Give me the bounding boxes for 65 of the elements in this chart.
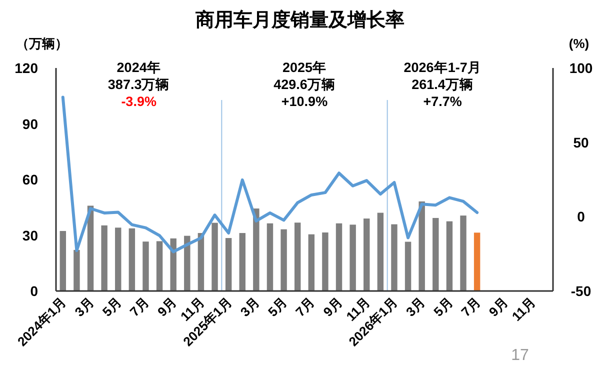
bar [128, 228, 136, 291]
bar [336, 223, 342, 291]
annotation: -3.9% [121, 94, 156, 109]
annotation: 2026年1-7月 [404, 60, 482, 75]
bar [308, 234, 315, 291]
bar [239, 233, 246, 291]
bar [364, 218, 370, 291]
bar [322, 232, 328, 291]
bar [253, 208, 260, 291]
chart-title: 商用车月度销量及增长率 [194, 9, 404, 31]
x-tick-label: 11月 [508, 294, 538, 324]
annotation: 2024年 [116, 60, 161, 75]
bar [404, 242, 412, 291]
annotation: 261.4万辆 [412, 77, 474, 92]
bar [115, 228, 122, 291]
bar [474, 232, 480, 291]
y2-axis-title: (%) [568, 36, 590, 51]
y2-tick-label: -50 [570, 283, 592, 299]
bar [432, 218, 439, 291]
bar [377, 212, 384, 291]
bar [391, 224, 398, 291]
y-axis-title: （万辆） [16, 36, 68, 51]
bar [418, 201, 425, 291]
bar [142, 242, 149, 291]
annotation: +10.9% [281, 94, 328, 109]
x-tick-label: 3月 [237, 294, 262, 320]
bar [350, 224, 356, 291]
line-series [61, 96, 479, 254]
bar [170, 238, 176, 291]
x-tick-label: 7月 [458, 294, 484, 320]
annotation: 387.3万辆 [108, 77, 170, 92]
bar [156, 241, 163, 291]
bar [446, 221, 453, 291]
x-tick-label: 3月 [72, 294, 97, 320]
x-tick-label: 9月 [154, 294, 180, 320]
x-tick-label: 5月 [430, 294, 456, 320]
x-tick-label: 3月 [403, 294, 428, 320]
bar [184, 236, 190, 291]
text: 17 [511, 347, 529, 364]
x-tick-label: 9月 [486, 294, 511, 320]
x-tick-label: 5月 [99, 294, 124, 320]
bar [280, 229, 287, 291]
bar [294, 222, 301, 291]
y2-tick-label: 100 [569, 60, 593, 76]
x-tick-label: 7月 [126, 294, 152, 320]
x-tick-label: 5月 [265, 294, 290, 320]
y-tick-label: 0 [30, 283, 38, 299]
bar [74, 250, 80, 291]
bar [266, 223, 274, 291]
bar [101, 225, 108, 291]
y-tick-label: 30 [22, 227, 38, 244]
y-tick-label: 120 [14, 60, 38, 76]
bar [60, 230, 66, 291]
y2-tick-label: 50 [573, 134, 589, 150]
annotation: 2025年 [282, 60, 327, 75]
bar [212, 222, 218, 291]
x-tick-label: 7月 [292, 294, 318, 320]
bar [225, 238, 232, 291]
annotation: +7.7% [423, 94, 462, 109]
y2-tick-label: 0 [577, 208, 586, 225]
x-tick-label: 9月 [320, 294, 346, 320]
y-tick-label: 60 [22, 172, 38, 188]
y-tick-label: 90 [22, 116, 38, 132]
bar [460, 216, 466, 291]
annotation: 429.6万辆 [274, 77, 336, 92]
